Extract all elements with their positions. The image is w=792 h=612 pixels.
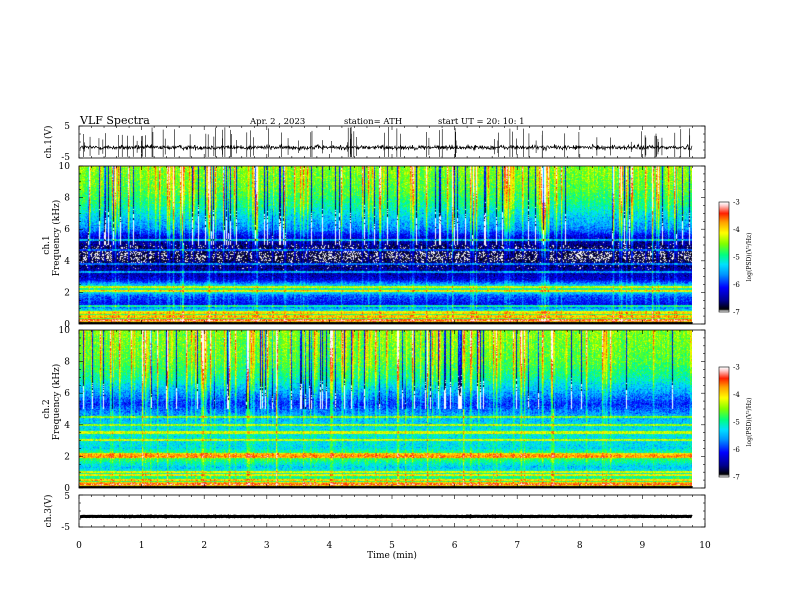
time-tick-label: 0	[76, 541, 82, 551]
colorbar-1-ticks: -3 -4 -5 -6 -7	[733, 199, 740, 317]
station-label: station= ATH	[344, 117, 402, 127]
time-tick-label: 9	[640, 541, 646, 551]
ch2-ytick-label: 6	[64, 389, 70, 399]
colorbar-2-tick-label: -5	[733, 419, 740, 427]
ch1-ytick-top: 5	[64, 122, 70, 132]
ch2-ytick-label: 0	[64, 484, 70, 494]
ch1-ytick-label: 10	[59, 162, 71, 172]
ch1-ytick-bottom: -5	[61, 153, 70, 163]
ch2-spectrogram-channel-label: ch.2	[42, 399, 52, 418]
colorbar-2-ticks: -3 -4 -5 -6 -7	[733, 364, 740, 482]
ch1-spectrogram-ytick-labels: 10 8 6 4 2 0	[59, 162, 71, 330]
ch1-ytick-label: 0	[64, 320, 70, 330]
colorbar-1-tick-label: -5	[733, 254, 740, 262]
colorbar-1-tick-label: -7	[733, 309, 740, 317]
colorbar-1-gradient	[719, 202, 729, 312]
ch1-waveform-line	[79, 143, 693, 152]
colorbar-2-tick-label: -7	[733, 474, 740, 482]
colorbar-2-tick-label: -4	[733, 391, 740, 399]
colorbar-1-tick-label: -4	[733, 226, 740, 234]
colorbar-1-tick-label: -6	[733, 281, 740, 289]
ch1-waveform-panel: 5 -5 ch.1(V)	[43, 122, 706, 163]
ch1-spectrogram-panel: 10 8 6 4 2 0 ch.1 Frequency (kHz)	[42, 162, 706, 330]
ch1-spectrogram-ticks	[78, 165, 706, 325]
figure-title: VLF Spectra	[79, 114, 150, 127]
time-axis-label: Time (min)	[367, 550, 417, 561]
ch3-waveform-ticks	[78, 494, 706, 528]
time-tick-label: 10	[699, 541, 711, 551]
time-tick-label: 2	[201, 541, 207, 551]
ch2-spectrogram-ylabel: Frequency (kHz)	[51, 364, 62, 441]
time-tick-label: 1	[139, 541, 145, 551]
ch1-spectrogram-ylabel: Frequency (kHz)	[51, 200, 62, 277]
ch3-ytick-top: 5	[64, 492, 70, 502]
ch2-ytick-label: 8	[64, 358, 70, 368]
ch1-waveform-frame	[78, 125, 706, 159]
time-tick-label: 5	[389, 541, 395, 551]
colorbar-1-frame	[718, 201, 730, 313]
ch3-waveform-panel: 5 -5 ch.3(V) 0 1 2 3 4 5 6 7 8 9 10 Time…	[43, 492, 711, 561]
time-tick-label: 4	[327, 541, 333, 551]
colorbar-1-tick-label: -3	[733, 199, 740, 207]
ch1-waveform-ylabel: ch.1(V)	[43, 126, 54, 159]
ch1-ytick-label: 4	[64, 257, 70, 267]
ch3-ytick-bottom: -5	[61, 523, 70, 533]
colorbar-2-label: log(PSD)(V²/Hz)	[746, 398, 753, 447]
colorbar-1: -3 -4 -5 -6 -7 log(PSD)(V²/Hz)	[718, 199, 753, 317]
ch1-ytick-label: 2	[64, 288, 70, 298]
time-tick-label: 8	[577, 541, 583, 551]
ch3-waveform-ylabel: ch.3(V)	[43, 495, 54, 528]
ch2-spectrogram-ytick-labels: 10 8 6 4 2 0	[59, 326, 71, 494]
colorbar-2-tick-label: -6	[733, 446, 740, 454]
ch2-spectrogram-image	[79, 330, 692, 488]
ch2-spectrogram-panel: 10 8 6 4 2 0 ch.2 Frequency (kHz)	[42, 326, 706, 494]
ch1-ytick-label: 6	[64, 225, 70, 235]
ch3-trace	[80, 514, 693, 519]
ch2-spectrogram-ticks	[78, 329, 706, 489]
ch1-waveform-ticks	[78, 125, 706, 159]
ch2-ytick-label: 4	[64, 421, 70, 431]
ch1-spectrogram-channel-label: ch.1	[42, 235, 52, 254]
ch1-trace	[79, 127, 693, 157]
colorbar-2-gradient	[719, 367, 729, 477]
ch2-ytick-label: 10	[59, 326, 71, 336]
ch3-waveform-line	[80, 514, 693, 519]
time-axis-tick-labels: 0 1 2 3 4 5 6 7 8 9 10	[76, 541, 711, 551]
ch2-ytick-label: 2	[64, 452, 70, 462]
ch1-ytick-label: 8	[64, 194, 70, 204]
time-tick-label: 7	[514, 541, 520, 551]
time-tick-label: 6	[452, 541, 458, 551]
date-label: Apr. 2 , 2023	[249, 117, 305, 127]
time-tick-label: 3	[264, 541, 270, 551]
colorbar-1-label: log(PSD)(V²/Hz)	[746, 233, 753, 282]
colorbar-2-tick-label: -3	[733, 364, 740, 372]
ch3-waveform-frame	[78, 494, 706, 528]
start-time-label: start UT = 20: 10: 1	[438, 117, 525, 127]
colorbar-2: -3 -4 -5 -6 -7 log(PSD)(V²/Hz)	[718, 364, 753, 482]
colorbar-2-frame	[718, 366, 730, 478]
ch1-spectrogram-image	[79, 166, 692, 324]
